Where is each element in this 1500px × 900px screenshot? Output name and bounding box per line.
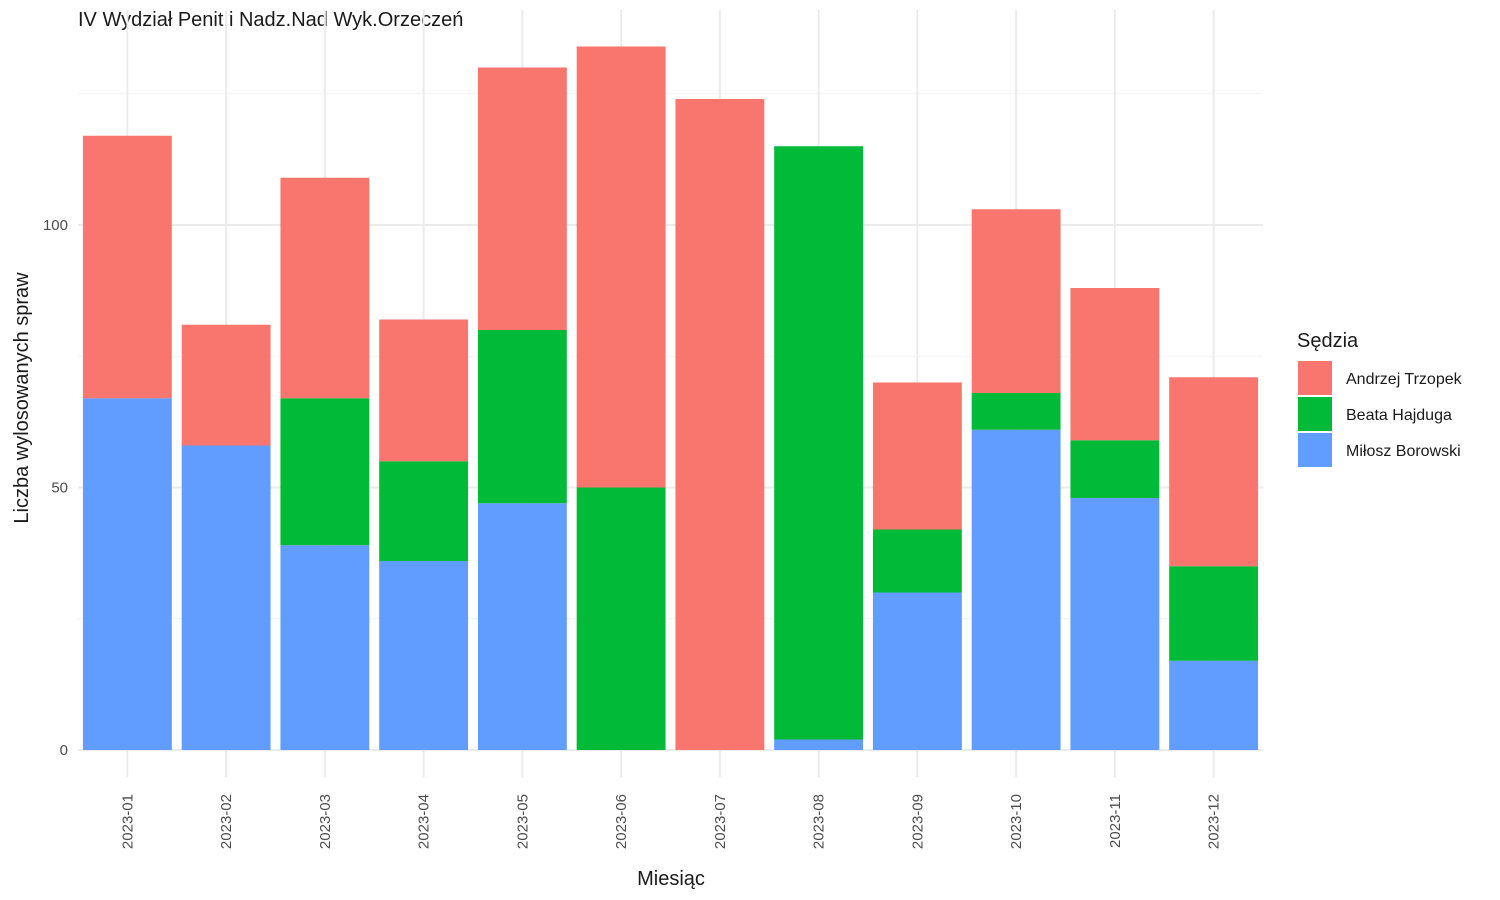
bar-segment (379, 461, 469, 561)
bar-segment (1070, 288, 1160, 441)
x-tick-label: 2023-03 (317, 794, 334, 849)
x-axis-title: Miesiąc (637, 868, 705, 890)
x-tick-label: 2023-06 (613, 794, 630, 849)
x-tick-label: 2023-08 (811, 794, 828, 849)
bar-segment (1070, 440, 1160, 498)
bar-segment (82, 135, 172, 399)
bar-segment (1169, 660, 1259, 750)
x-tick-label: 2023-09 (909, 794, 926, 849)
y-tick-label: 0 (60, 742, 68, 759)
x-tick-label: 2023-05 (514, 794, 531, 849)
x-tick-label: 2023-10 (1008, 794, 1025, 849)
x-tick-label: 2023-04 (416, 794, 433, 849)
bar-segment (181, 324, 271, 446)
bar-segment (872, 592, 962, 750)
bar-segment (872, 382, 962, 530)
bar-segment (477, 67, 567, 330)
legend-label: Beata Hajduga (1346, 407, 1452, 424)
bar-segment (379, 561, 469, 750)
bar-segment (280, 177, 370, 399)
bar-segment (971, 429, 1061, 750)
bar-segment (774, 146, 864, 740)
bar-segment (82, 398, 172, 750)
legend-label: Miłosz Borowski (1346, 443, 1461, 460)
bar-segment (1169, 377, 1259, 567)
bar-segment (971, 393, 1061, 430)
bar-segment (971, 209, 1061, 393)
chart-title: IV Wydział Penit.i Nadz.Nad Wyk.Orzeczeń (78, 9, 463, 31)
bar-segment (181, 445, 271, 750)
bar-segment (872, 529, 962, 593)
bar-segment (1169, 566, 1259, 661)
legend-swatch (1298, 433, 1332, 467)
bars (82, 46, 1259, 750)
bar-segment (576, 487, 666, 750)
x-axis-ticks: 2023-01 2023-02 2023-03 2023-04 2023-05 2023-… (119, 794, 1222, 849)
bar-segment (280, 398, 370, 546)
y-tick-label: 100 (43, 217, 68, 234)
x-tick-label: 2023-11 (1107, 794, 1124, 848)
legend-swatch (1298, 397, 1332, 431)
x-tick-label: 2023-02 (218, 794, 235, 849)
legend-swatch (1298, 361, 1332, 395)
bar-segment (477, 330, 567, 504)
x-tick-label: 2023-07 (712, 794, 729, 849)
y-axis-ticks: 0 50 100 (43, 217, 68, 759)
legend-title: Sędzia (1297, 330, 1359, 352)
bar-segment (477, 503, 567, 750)
legend: Sędzia Andrzej Trzopek Beata Hajduga Miłos… (1297, 330, 1463, 467)
y-tick-label: 50 (51, 480, 68, 497)
bar-segment (675, 99, 765, 750)
bar-segment (280, 545, 370, 750)
bar-segment (774, 739, 864, 750)
x-tick-label: 2023-01 (119, 794, 136, 849)
y-axis-title: Liczba wylosowanych spraw (11, 272, 33, 524)
bar-segment (379, 319, 469, 462)
bar-segment (576, 46, 666, 488)
legend-label: Andrzej Trzopek (1346, 371, 1463, 388)
x-tick-label: 2023-12 (1206, 794, 1223, 849)
bar-segment (1070, 498, 1160, 750)
